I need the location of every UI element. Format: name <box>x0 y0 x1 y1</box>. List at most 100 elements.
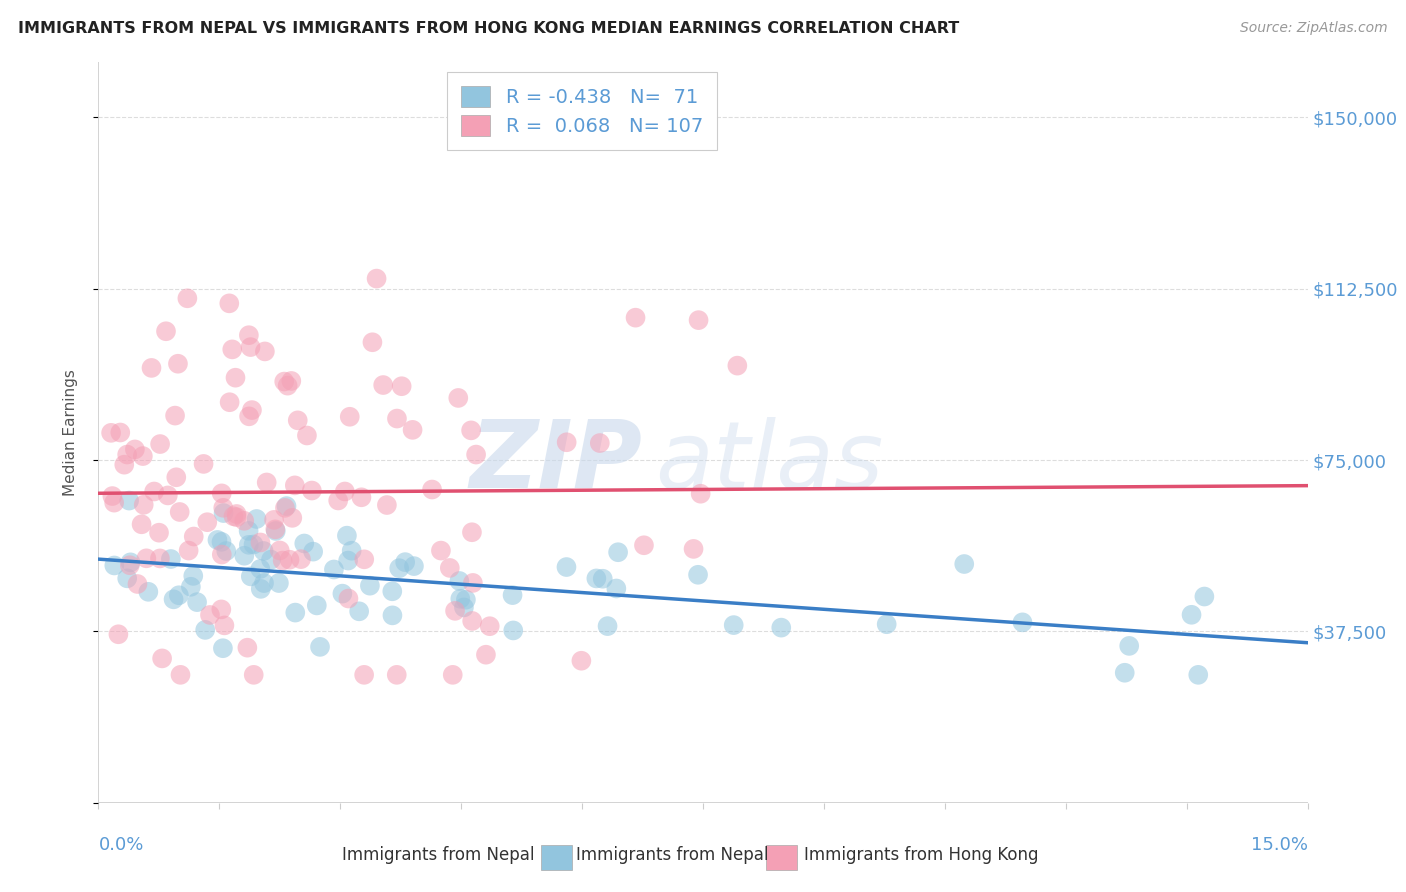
Point <box>686 567 709 582</box>
Point <box>688 313 710 327</box>
Point <box>115 571 138 585</box>
Point <box>624 310 647 325</box>
Point <box>238 409 260 424</box>
Point <box>211 486 233 500</box>
Text: 15.0%: 15.0% <box>1250 836 1308 855</box>
Point <box>347 604 370 618</box>
Point <box>439 561 461 575</box>
Point <box>212 506 235 520</box>
Point <box>138 584 160 599</box>
Point <box>181 569 204 583</box>
Point <box>169 505 191 519</box>
Point <box>267 576 290 591</box>
Point <box>183 529 205 543</box>
Point <box>332 587 354 601</box>
Point <box>337 553 360 567</box>
Point <box>239 340 262 354</box>
Point <box>323 562 346 576</box>
Point <box>253 544 276 558</box>
Point <box>273 375 295 389</box>
Point <box>238 538 260 552</box>
Point <box>1011 615 1033 630</box>
Point <box>271 553 294 567</box>
Point <box>249 562 271 576</box>
Point <box>454 592 477 607</box>
Point <box>186 595 208 609</box>
Point <box>461 575 484 590</box>
Point <box>460 423 482 437</box>
Point <box>302 544 325 558</box>
Point <box>149 551 172 566</box>
Point <box>388 561 411 575</box>
Legend: R = -0.438   N=  71, R =  0.068   N= 107: R = -0.438 N= 71, R = 0.068 N= 107 <box>447 72 717 150</box>
Point <box>167 357 190 371</box>
Point <box>249 582 271 596</box>
Point <box>350 491 373 505</box>
Point <box>276 499 298 513</box>
Point <box>353 552 375 566</box>
Point <box>110 425 132 440</box>
Point <box>953 557 976 571</box>
Point <box>263 513 285 527</box>
Point <box>212 641 235 656</box>
Point <box>876 617 898 632</box>
Point <box>245 512 267 526</box>
Point <box>118 493 141 508</box>
Point <box>218 395 240 409</box>
Point <box>361 335 384 350</box>
Point <box>555 435 578 450</box>
Point <box>225 510 247 524</box>
Point <box>239 569 262 583</box>
Point <box>340 543 363 558</box>
Point <box>449 574 471 588</box>
Point <box>430 543 453 558</box>
Point <box>112 458 135 472</box>
Point <box>277 378 299 392</box>
Point <box>107 627 129 641</box>
Point <box>381 608 404 623</box>
Point <box>120 555 142 569</box>
Point <box>274 500 297 515</box>
Point <box>478 619 501 633</box>
Point <box>605 582 627 596</box>
Point <box>366 271 388 285</box>
Point <box>339 409 361 424</box>
Point <box>571 654 593 668</box>
Point <box>555 560 578 574</box>
Point <box>209 602 232 616</box>
Point <box>723 618 745 632</box>
Point <box>402 559 425 574</box>
Point <box>461 614 484 628</box>
Point <box>132 449 155 463</box>
Point <box>101 489 124 503</box>
Point <box>165 470 187 484</box>
Point <box>167 588 190 602</box>
Point <box>211 534 233 549</box>
Point <box>221 343 243 357</box>
Point <box>240 403 263 417</box>
Point <box>607 545 630 559</box>
Point <box>177 543 200 558</box>
Point <box>103 495 125 509</box>
Point <box>135 551 157 566</box>
Point <box>222 509 245 524</box>
Point <box>420 483 443 497</box>
Point <box>301 483 323 498</box>
Point <box>295 428 318 442</box>
Point <box>290 552 312 566</box>
Point <box>441 668 464 682</box>
Point <box>337 591 360 606</box>
Point <box>1187 668 1209 682</box>
Point <box>391 379 413 393</box>
Point <box>385 411 408 425</box>
Point <box>193 457 215 471</box>
Point <box>198 607 221 622</box>
Point <box>212 500 235 515</box>
Point <box>461 525 484 540</box>
Point <box>359 579 381 593</box>
Text: Immigrants from Nepal: Immigrants from Nepal <box>342 846 534 863</box>
Point <box>596 619 619 633</box>
Point <box>256 475 278 490</box>
Point <box>280 374 302 388</box>
Point <box>328 493 350 508</box>
